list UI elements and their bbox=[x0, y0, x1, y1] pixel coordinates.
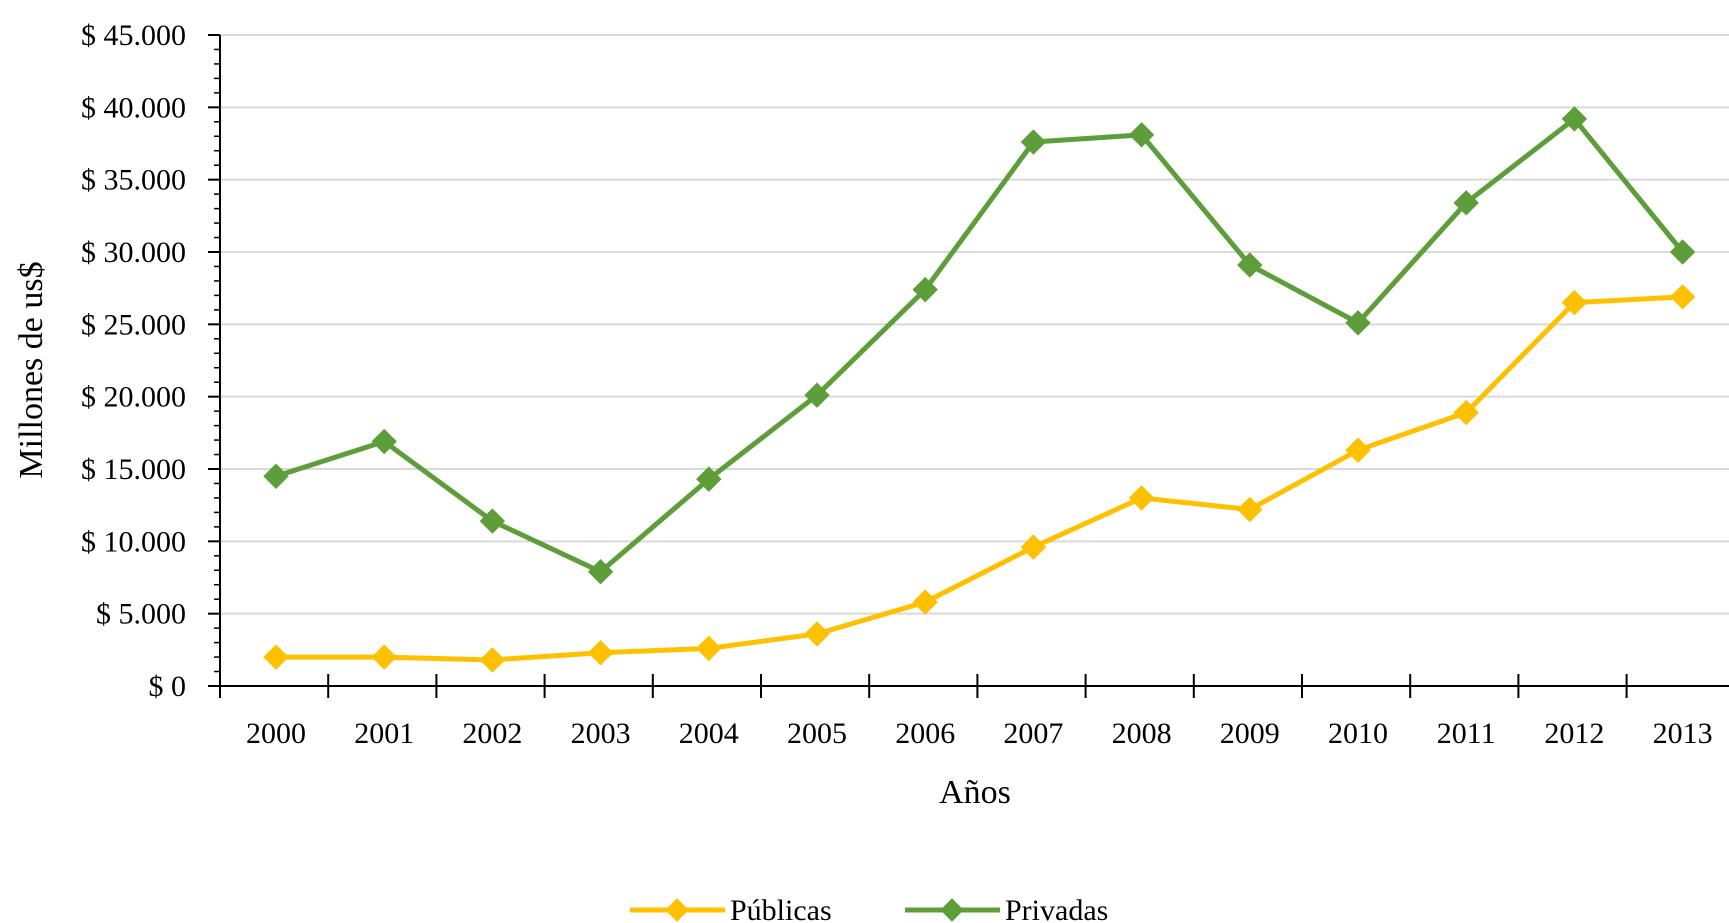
data-point bbox=[1345, 310, 1371, 336]
series-line bbox=[276, 294, 1683, 663]
y-tick-label: $ 5.000 bbox=[96, 598, 186, 631]
x-tick-label: 2001 bbox=[354, 717, 414, 750]
data-point bbox=[1453, 190, 1479, 216]
series-0 bbox=[263, 284, 1696, 673]
data-point bbox=[1669, 239, 1696, 265]
series-1 bbox=[263, 106, 1696, 585]
x-tick-label: 2004 bbox=[679, 717, 739, 750]
data-point bbox=[1669, 284, 1696, 310]
data-point bbox=[696, 466, 722, 492]
series-line bbox=[275, 116, 1685, 575]
data-point bbox=[1561, 289, 1588, 316]
data-point bbox=[263, 463, 289, 489]
y-axis: $ 0 $ 5.000 $ 10.000 $ 15.000 $ 20.000 $ 25.0… bbox=[81, 19, 221, 703]
y-tick-label: $ 45.000 bbox=[81, 19, 186, 52]
data-point bbox=[1020, 534, 1047, 560]
y-tick-label: $ 15.000 bbox=[81, 453, 186, 486]
y-tick-label: $ 30.000 bbox=[81, 236, 186, 269]
data-point bbox=[1453, 399, 1479, 426]
legend-swatch-marker bbox=[665, 898, 689, 922]
data-point bbox=[804, 382, 830, 408]
x-tick-label: 2005 bbox=[787, 717, 847, 750]
y-tick-label: $ 10.000 bbox=[81, 525, 186, 558]
data-point bbox=[1561, 106, 1588, 132]
x-tick-label: 2012 bbox=[1544, 717, 1604, 750]
y-tick-label: $ 0 bbox=[149, 670, 187, 703]
data-point bbox=[1128, 485, 1155, 511]
x-axis: 2000 2001 2002 2003 2004 2005 2006 2007 2008 2009… bbox=[219, 674, 1729, 750]
x-tick-label: 2011 bbox=[1437, 717, 1496, 750]
data-point bbox=[587, 640, 614, 666]
data-point bbox=[479, 508, 506, 534]
data-point bbox=[804, 621, 830, 647]
legend-item: Privadas bbox=[905, 894, 1108, 923]
x-tick-label: 2008 bbox=[1112, 717, 1172, 750]
y-tick-label: $ 40.000 bbox=[81, 91, 186, 124]
series-layer bbox=[263, 106, 1696, 673]
x-tick-label: 2002 bbox=[462, 717, 522, 750]
x-tick-label: 2007 bbox=[1003, 717, 1063, 750]
x-axis-title: Años bbox=[939, 774, 1011, 811]
y-tick-label: $ 20.000 bbox=[81, 381, 186, 414]
y-axis-title: Millones de us$ bbox=[13, 261, 50, 478]
grid-lines bbox=[220, 34, 1729, 615]
x-tick-label: 2000 bbox=[246, 717, 306, 750]
data-point bbox=[1345, 437, 1371, 463]
data-point bbox=[1237, 496, 1263, 523]
y-tick-label: $ 35.000 bbox=[81, 164, 186, 197]
data-point bbox=[912, 276, 938, 303]
x-tick-label: 2013 bbox=[1653, 717, 1713, 750]
data-point bbox=[1128, 122, 1155, 148]
x-tick-label: 2010 bbox=[1328, 717, 1388, 750]
legend: Públicas Privadas bbox=[630, 894, 1108, 923]
data-point bbox=[371, 428, 397, 455]
legend-label: Privadas bbox=[1005, 894, 1108, 923]
x-tick-label: 2003 bbox=[571, 717, 631, 750]
data-point bbox=[1020, 129, 1047, 155]
legend-item: Públicas bbox=[630, 894, 832, 923]
legend-swatch-marker bbox=[940, 898, 964, 922]
data-point bbox=[371, 644, 397, 670]
data-point bbox=[263, 644, 289, 670]
x-tick-label: 2006 bbox=[895, 717, 955, 750]
data-point bbox=[912, 589, 938, 615]
legend-label: Públicas bbox=[730, 894, 832, 923]
data-point bbox=[1237, 252, 1263, 278]
x-tick-label: 2009 bbox=[1220, 717, 1280, 750]
data-point bbox=[587, 559, 614, 585]
data-point bbox=[696, 635, 722, 662]
data-point bbox=[479, 647, 506, 673]
y-tick-label: $ 25.000 bbox=[81, 308, 186, 341]
